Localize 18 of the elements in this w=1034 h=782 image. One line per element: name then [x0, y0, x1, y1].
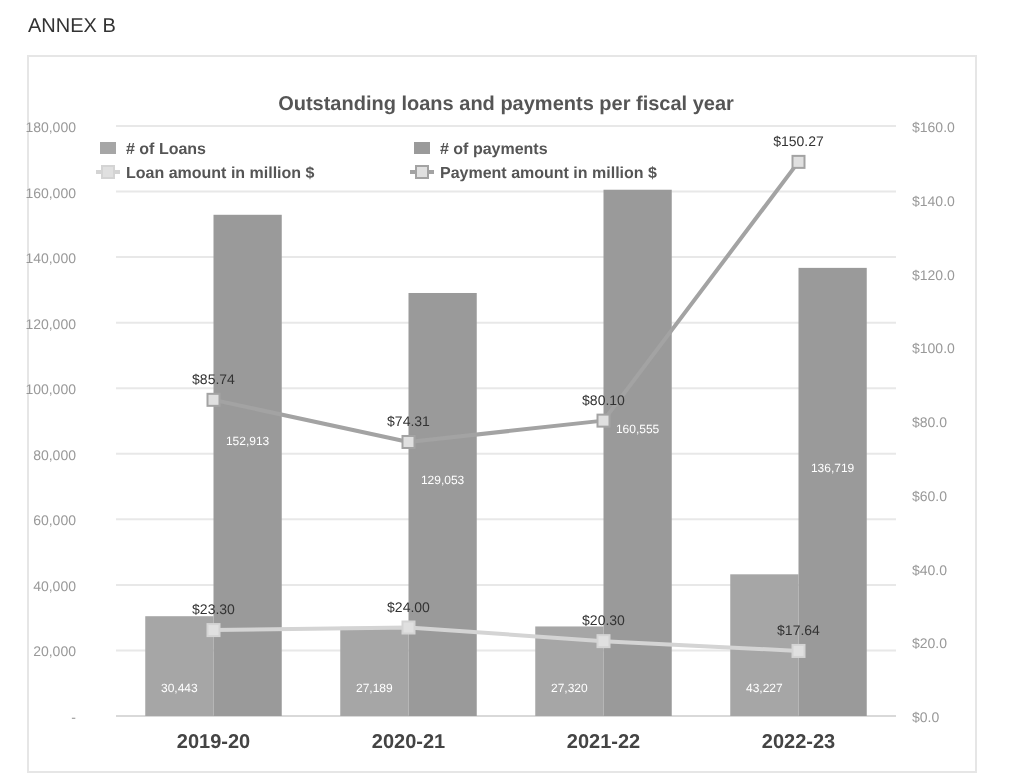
point	[596, 413, 611, 428]
x-tick-label: 2022-23	[761, 732, 837, 754]
point	[401, 434, 416, 449]
point	[791, 643, 806, 658]
x-tick-label: 2020-21	[371, 732, 447, 754]
legend-label: Payment amount in million $	[440, 164, 659, 182]
point	[791, 154, 806, 169]
legend-label: # of payments	[440, 140, 549, 158]
legend-label: # of Loans	[126, 140, 208, 158]
point	[401, 620, 416, 635]
point	[596, 634, 611, 649]
chart-title: Outstanding loans and payments per fiscal year	[278, 94, 735, 116]
legend-label: Loan amount in million $	[126, 164, 316, 182]
point	[206, 392, 221, 407]
point	[206, 623, 221, 638]
x-tick-label: 2021-22	[566, 732, 642, 754]
text: ANNEX B	[28, 16, 117, 38]
x-tick-label: 2019-20	[176, 732, 252, 754]
